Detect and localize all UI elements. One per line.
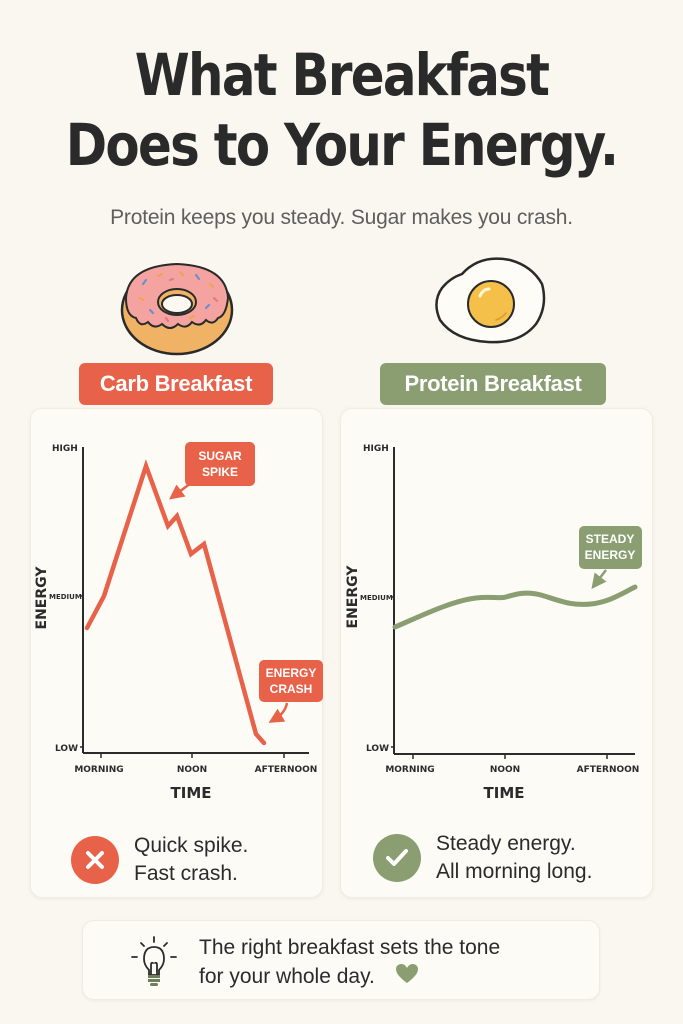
protein-verdict-line-1: Steady energy. <box>436 832 576 855</box>
footer-tip: The right breakfast sets the tone for yo… <box>82 920 600 1000</box>
protein-energy-line <box>392 584 638 630</box>
x-tick-morning: MORNING <box>74 765 123 775</box>
x-axis-title: TIME <box>484 784 525 802</box>
steady-energy-callout <box>579 526 642 569</box>
svg-text:SPIKE: SPIKE <box>202 465 238 479</box>
carb-verdict-line-1: Quick spike. <box>134 834 249 857</box>
carb-energy-chart: HIGH MEDIUM LOW MORNING NOON AFTERNOON T… <box>34 442 323 802</box>
spike-arrow-icon <box>169 482 192 500</box>
steady-arrow-icon <box>591 569 607 589</box>
x-circle-icon <box>71 836 119 884</box>
protein-verdict-line-2: All morning long. <box>436 860 593 883</box>
carb-breakfast-label: Carb Breakfast <box>79 363 273 405</box>
x-tick-noon: NOON <box>177 765 207 775</box>
svg-text:ENERGY: ENERGY <box>266 666 317 680</box>
subtitle: Protein keeps you steady. Sugar makes yo… <box>110 206 573 229</box>
y-tick-high: HIGH <box>363 444 389 454</box>
fried-egg-icon <box>432 254 548 351</box>
protein-verdict: Steady energy. All morning long. <box>373 830 592 886</box>
y-axis-title: ENERGY <box>34 566 50 630</box>
footer-line-2: for your whole day. <box>199 965 375 988</box>
crash-arrow-icon <box>268 702 289 723</box>
check-circle-icon <box>373 834 421 882</box>
title-line-1: What Breakfast <box>134 41 550 109</box>
x-tick-afternoon: AFTERNOON <box>255 765 318 775</box>
lightbulb-icon <box>129 935 179 994</box>
sugar-spike-callout <box>185 442 255 486</box>
x-tick-afternoon: AFTERNOON <box>577 765 640 775</box>
x-axis-title: TIME <box>171 784 212 802</box>
donut-icon <box>118 258 236 361</box>
carb-energy-line <box>84 459 267 746</box>
protein-breakfast-card: HIGH MEDIUM LOW MORNING NOON AFTERNOON T… <box>340 408 653 898</box>
y-axis-title: ENERGY <box>345 565 361 629</box>
svg-text:STEADY: STEADY <box>586 532 635 546</box>
svg-text:SUGAR: SUGAR <box>198 449 242 463</box>
svg-text:CRASH: CRASH <box>270 682 313 696</box>
carb-verdict-line-2: Fast crash. <box>134 862 238 885</box>
energy-crash-callout <box>259 660 323 702</box>
x-tick-noon: NOON <box>490 765 520 775</box>
y-tick-medium: MEDIUM <box>360 594 393 602</box>
carb-verdict: Quick spike. Fast crash. <box>71 832 248 888</box>
footer-line-1: The right breakfast sets the tone <box>199 936 501 959</box>
protein-breakfast-label: Protein Breakfast <box>380 363 606 405</box>
page-title: What Breakfast Does to Your Energy. <box>48 40 635 180</box>
y-tick-high: HIGH <box>52 444 78 454</box>
y-tick-low: LOW <box>366 744 389 754</box>
heart-icon <box>395 963 419 992</box>
x-tick-morning: MORNING <box>385 765 434 775</box>
y-tick-low: LOW <box>55 744 78 754</box>
svg-text:ENERGY: ENERGY <box>585 548 636 562</box>
title-line-2: Does to Your Energy. <box>65 111 619 179</box>
y-tick-medium: MEDIUM <box>49 593 82 601</box>
protein-energy-chart: HIGH MEDIUM LOW MORNING NOON AFTERNOON T… <box>345 444 642 802</box>
carb-breakfast-card: HIGH MEDIUM LOW MORNING NOON AFTERNOON T… <box>30 408 323 898</box>
